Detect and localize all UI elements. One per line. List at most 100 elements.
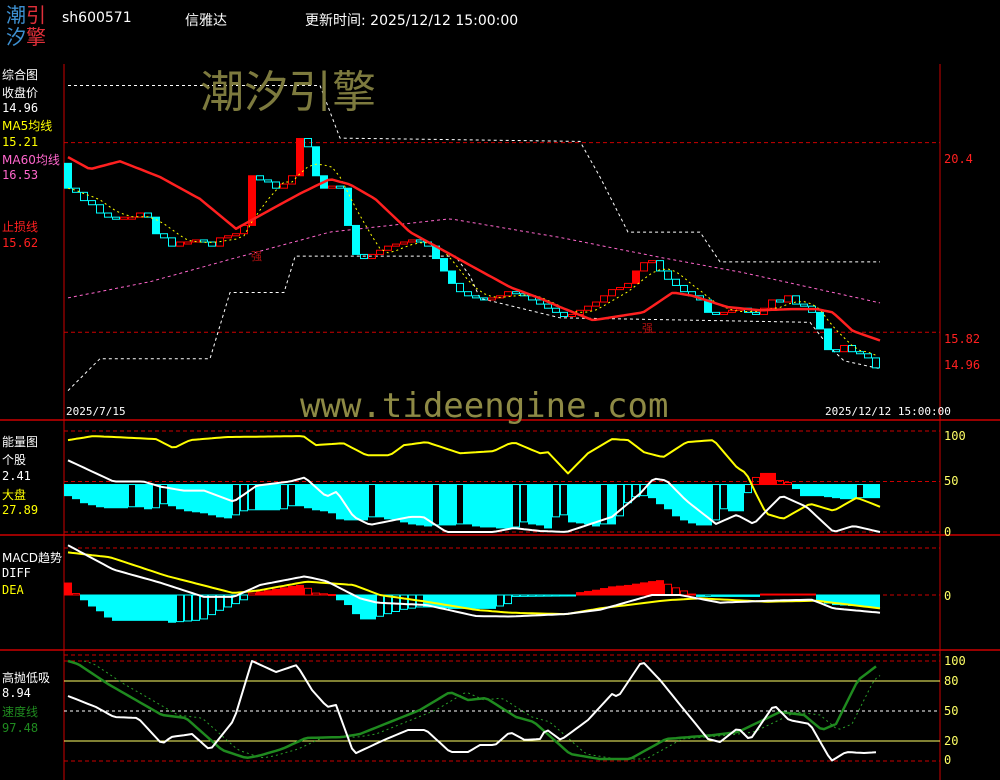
macd-bar [864, 594, 872, 607]
macd-bar [480, 594, 488, 609]
volume-bar [280, 484, 288, 510]
volume-bar [528, 484, 536, 525]
volume-bar [480, 484, 488, 528]
volume-bar [832, 484, 840, 499]
volume-bar [816, 484, 824, 497]
macd-bar [616, 585, 624, 596]
volume-bar [408, 484, 416, 525]
logo: 潮引 汐擎 [6, 4, 46, 48]
candle [384, 245, 392, 251]
volume-bar [376, 484, 384, 518]
axis-label: 0 [944, 753, 952, 767]
macd-bar [296, 584, 304, 596]
candle [680, 284, 688, 293]
candle [840, 344, 848, 353]
candle [752, 311, 760, 315]
macd-bar [752, 594, 760, 597]
volume-bar [624, 484, 632, 504]
candle [544, 303, 552, 309]
market-energy-line [67, 435, 881, 520]
candle [168, 237, 176, 247]
ma5-label: MA5均线 [2, 119, 53, 133]
axis-label-price: 20.4 [944, 152, 973, 166]
macd-bar [768, 593, 776, 596]
candle [120, 216, 128, 220]
close-label: 收盘价 [2, 86, 39, 100]
volume-bar [328, 484, 336, 514]
volume-bar [240, 484, 248, 512]
hl-panel-title: 高抛低吸 [2, 671, 51, 685]
watermark-title: 潮汐引擎 [200, 67, 376, 118]
axis-label: 0 [944, 589, 952, 603]
macd-bar [64, 582, 72, 596]
volume-bar [472, 484, 480, 527]
volume-bar [136, 484, 144, 508]
macd-bar [760, 593, 768, 596]
macd-panel-title: MACD趋势 [2, 551, 62, 565]
volume-bar [760, 472, 768, 486]
candle [560, 311, 568, 318]
candle [104, 212, 112, 218]
macd-bar [344, 594, 352, 606]
macd-bar [376, 594, 384, 617]
macd-bar [696, 594, 704, 597]
volume-bar [696, 484, 704, 526]
axis-label: 50 [944, 474, 959, 488]
candle [664, 270, 672, 280]
candle [176, 241, 184, 247]
volume-bar [96, 484, 104, 508]
stock-name: 信雅达 [185, 13, 227, 29]
candle [672, 278, 680, 286]
volume-bar [488, 484, 496, 528]
signal-label: 强 [642, 322, 653, 335]
volume-bar [400, 484, 408, 523]
volume-bar [576, 484, 584, 524]
volume-bar [424, 484, 432, 527]
macd-bar [640, 582, 648, 596]
macd-bar [792, 593, 800, 596]
volume-bar [368, 484, 376, 518]
volume-bar [536, 484, 544, 526]
candle [584, 305, 592, 311]
macd-bar [152, 594, 160, 621]
candle [64, 162, 72, 189]
candle [352, 224, 360, 255]
volume-bar [80, 484, 88, 504]
candle [712, 311, 720, 315]
stop-loss-line [67, 156, 881, 342]
candle [728, 309, 736, 313]
logo-char: 擎 [26, 25, 46, 49]
candle [832, 349, 840, 353]
speed-label: 速度线 [2, 705, 39, 719]
macd-bar [136, 594, 144, 621]
macd-bar [656, 580, 664, 596]
candle [248, 175, 256, 226]
volume-bar [824, 484, 832, 498]
volume-bar [704, 484, 712, 526]
volume-bar [736, 484, 744, 512]
macd-bar [632, 583, 640, 596]
macd-bar [856, 594, 864, 607]
candle [304, 138, 312, 148]
ma60-label: MA60均线 [2, 153, 60, 167]
macd-bar [512, 594, 520, 597]
diff-line [67, 544, 881, 618]
candle [336, 185, 344, 189]
volume-bar [616, 484, 624, 517]
candle [112, 216, 120, 220]
volume-bar [232, 484, 240, 516]
volume-bar [808, 484, 816, 497]
ma60-line [67, 218, 881, 304]
macd-bar [240, 594, 248, 601]
candle [128, 216, 136, 220]
volume-bar [416, 484, 424, 526]
macd-bar [400, 594, 408, 610]
candle [624, 282, 632, 289]
macd-bar [272, 588, 280, 596]
macd-bar [96, 594, 104, 612]
axis-label: 80 [944, 674, 959, 688]
macd-bar [472, 594, 480, 609]
volume-bar [768, 472, 776, 486]
macd-bar [72, 593, 80, 596]
